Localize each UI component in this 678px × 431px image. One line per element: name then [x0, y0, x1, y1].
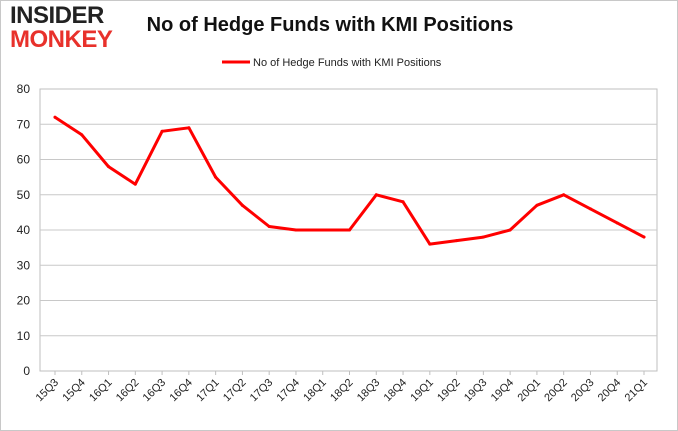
x-tick-label: 18Q4	[382, 377, 410, 405]
data-point	[562, 193, 566, 197]
data-point	[160, 129, 164, 133]
x-tick-label: 21Q1	[623, 377, 651, 405]
data-point	[53, 115, 57, 119]
data-point	[107, 165, 111, 169]
y-tick-label: 40	[17, 223, 31, 237]
data-point	[267, 224, 271, 228]
y-tick-label: 80	[17, 82, 31, 96]
x-tick-label: 18Q1	[301, 377, 329, 405]
data-point	[481, 235, 485, 239]
x-tick-label: 16Q1	[87, 377, 115, 405]
x-tick-label: 18Q3	[355, 377, 383, 405]
data-point	[133, 182, 137, 186]
data-point	[80, 133, 84, 137]
x-tick-label: 15Q4	[60, 377, 88, 405]
x-tick-label: 20Q3	[569, 377, 597, 405]
x-tick-label: 19Q2	[435, 377, 463, 405]
logo-line-1: INSIDER	[10, 2, 104, 29]
x-tick-label: 17Q3	[248, 377, 276, 405]
x-tick-label: 20Q1	[516, 377, 544, 405]
y-tick-label: 0	[23, 364, 30, 378]
x-tick-label: 16Q2	[114, 377, 142, 405]
data-point	[615, 221, 619, 225]
x-tick-label: 19Q4	[489, 377, 517, 405]
x-tick-label: 19Q1	[408, 377, 436, 405]
x-tick-label: 20Q2	[542, 377, 570, 405]
x-tick-label: 17Q2	[221, 377, 249, 405]
data-point	[428, 242, 432, 246]
data-point	[187, 126, 191, 130]
legend-label: No of Hedge Funds with KMI Positions	[253, 57, 442, 69]
x-tick-label: 19Q3	[462, 377, 490, 405]
data-point	[455, 239, 459, 243]
data-point	[642, 235, 646, 239]
x-tick-label: 20Q4	[596, 377, 624, 405]
data-point	[348, 228, 351, 232]
x-tick-label: 17Q4	[275, 377, 303, 405]
data-point	[214, 175, 218, 179]
logo-line-2: MONKEY	[10, 26, 113, 53]
series-line	[53, 115, 646, 246]
data-point	[240, 203, 244, 207]
chart-title: No of Hedge Funds with KMI Positions	[146, 14, 514, 36]
x-tick-label: 15Q3	[34, 377, 62, 405]
data-point	[535, 203, 539, 207]
x-tick-label: 18Q2	[328, 377, 356, 405]
data-point	[374, 193, 378, 197]
y-tick-label: 10	[17, 329, 31, 343]
y-tick-label: 50	[17, 188, 31, 202]
y-tick-label: 70	[17, 117, 31, 131]
data-point	[508, 228, 512, 232]
x-tick-label: 16Q4	[167, 377, 195, 405]
data-point	[588, 207, 592, 211]
insider-monkey-logo: INSIDER MONKEY	[10, 4, 128, 56]
data-point	[294, 228, 298, 232]
x-tick-label: 17Q1	[194, 377, 222, 405]
x-tick-label: 16Q3	[141, 377, 169, 405]
data-point	[321, 228, 325, 232]
y-tick-label: 30	[17, 258, 31, 272]
y-tick-label: 20	[17, 294, 31, 308]
y-tick-label: 60	[17, 153, 31, 167]
data-point	[401, 200, 405, 204]
